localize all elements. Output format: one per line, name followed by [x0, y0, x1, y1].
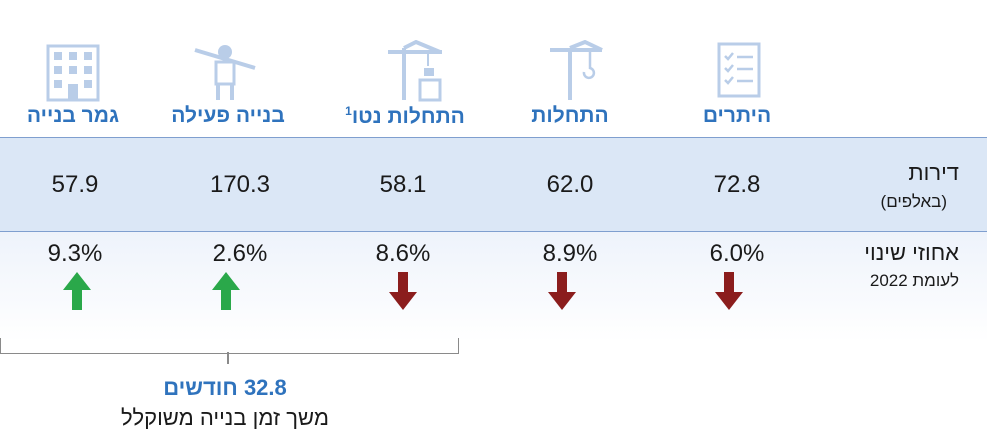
pct-permits: 6.0% [709, 240, 765, 267]
change-label: אחוזי שינוי [864, 240, 959, 265]
crane-icon [540, 39, 610, 102]
arrow-down-icon [548, 272, 576, 310]
bracket [0, 338, 459, 354]
bracket-tick [227, 352, 229, 364]
value-starts: 62.0 [546, 171, 594, 198]
pct-net-starts: 8.6% [375, 240, 431, 267]
checklist-icon [705, 40, 775, 102]
value-net-starts: 58.1 [379, 171, 427, 198]
value-completions: 57.9 [51, 171, 99, 198]
building-icon [38, 40, 108, 102]
header-completions: גמר בנייה [26, 104, 120, 127]
construction-duration-value: 32.8 חודשים [163, 375, 287, 400]
header-permits: היתרים [702, 104, 772, 127]
header-net-starts: התחלות נטו1 [345, 104, 465, 128]
header-starts: התחלות [531, 104, 609, 127]
values-band [0, 137, 987, 232]
change-sublabel: לעומת 2022 [869, 271, 959, 290]
change-band [0, 232, 987, 342]
value-active-construction: 170.3 [209, 171, 271, 198]
arrow-up-icon [212, 272, 240, 310]
pct-active-construction: 2.6% [212, 240, 268, 267]
value-permits: 72.8 [713, 171, 761, 198]
arrow-up-icon [63, 272, 91, 310]
worker-icon [190, 40, 260, 102]
construction-crane-icon [380, 39, 450, 102]
header-active-construction: בנייה פעילה [171, 104, 285, 127]
construction-duration-label: משך זמן בנייה משוקלל [121, 405, 329, 430]
pct-completions: 9.3% [47, 240, 103, 267]
arrow-down-icon [389, 272, 417, 310]
units-sublabel: (באלפים) [880, 192, 947, 211]
arrow-down-icon [715, 272, 743, 310]
pct-starts: 8.9% [542, 240, 598, 267]
units-label: דירות [908, 160, 959, 185]
